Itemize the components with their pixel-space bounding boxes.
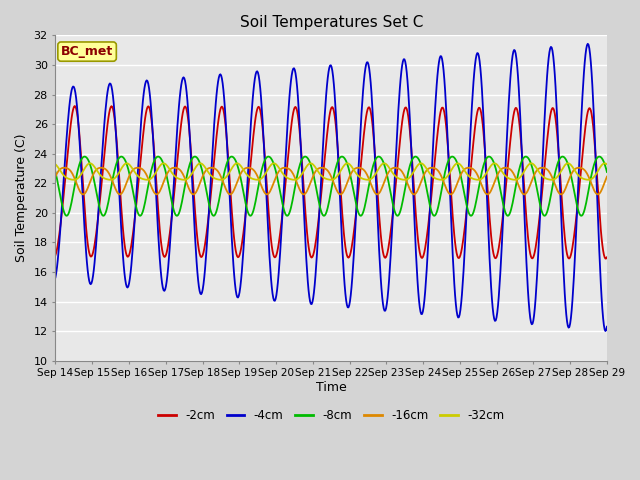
X-axis label: Time: Time xyxy=(316,381,347,394)
Y-axis label: Soil Temperature (C): Soil Temperature (C) xyxy=(15,134,28,262)
Text: BC_met: BC_met xyxy=(61,45,113,58)
Legend: -2cm, -4cm, -8cm, -16cm, -32cm: -2cm, -4cm, -8cm, -16cm, -32cm xyxy=(153,404,509,427)
Title: Soil Temperatures Set C: Soil Temperatures Set C xyxy=(239,15,423,30)
